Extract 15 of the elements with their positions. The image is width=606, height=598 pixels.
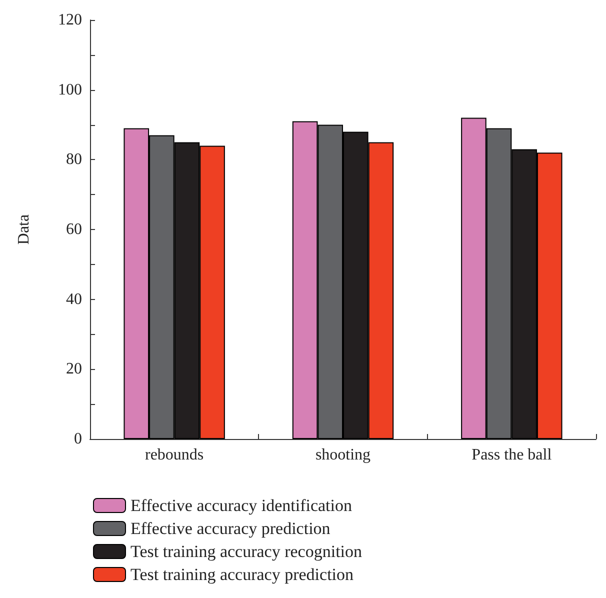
legend-label: Effective accuracy identification (130, 496, 353, 515)
x-tick-label: Pass the ball (472, 446, 552, 464)
legend-label: Test training accuracy prediction (130, 565, 354, 584)
y-tick-label: 100 (58, 81, 82, 98)
y-tick-label: 40 (66, 290, 82, 308)
x-tick-label: rebounds (145, 446, 204, 464)
legend-label: Test training accuracy recognition (130, 542, 363, 561)
y-tick-label: 20 (66, 360, 82, 378)
y-tick-label: 120 (58, 12, 82, 28)
y-axis-title: Data (16, 214, 32, 245)
legend-label: Effective accuracy prediction (130, 519, 331, 538)
y-tick-label: 0 (74, 430, 82, 448)
y-tick-label: 80 (66, 151, 82, 168)
x-tick-label: shooting (315, 446, 371, 464)
y-tick-label: 60 (66, 221, 82, 238)
